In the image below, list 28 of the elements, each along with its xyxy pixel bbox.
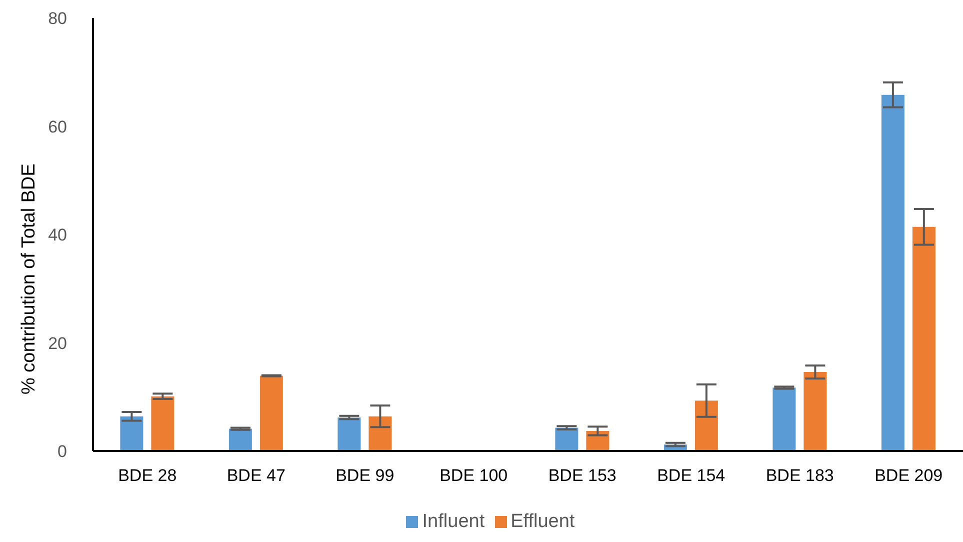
bar	[912, 226, 936, 451]
x-tick-label: BDE 100	[440, 466, 508, 486]
x-tick-label: BDE 99	[336, 466, 394, 486]
y-tick-label: 40	[48, 226, 67, 245]
bar	[338, 417, 361, 451]
y-tick-label: 80	[48, 9, 67, 28]
x-tick-label: BDE 154	[657, 466, 726, 486]
bar	[120, 416, 144, 451]
bar	[804, 372, 827, 451]
y-tick-label: 60	[48, 117, 67, 136]
bar	[151, 396, 174, 451]
legend-label: Influent	[422, 511, 485, 532]
bar	[772, 388, 796, 451]
x-tick-label: BDE 209	[874, 466, 943, 486]
x-tick-label: BDE 153	[548, 466, 616, 486]
x-tick-label: BDE 28	[118, 466, 177, 486]
bar	[881, 94, 904, 451]
bar	[228, 428, 252, 451]
y-axis-title: % contribution of Total BDE	[18, 164, 40, 394]
x-tick-label: BDE 47	[226, 466, 286, 486]
y-tick-label: 20	[48, 334, 67, 353]
bar	[555, 428, 578, 451]
y-tick-label: 0	[58, 442, 67, 462]
legend-label: Effluent	[510, 511, 575, 532]
bar	[368, 416, 392, 451]
bar	[694, 400, 718, 451]
bar	[260, 376, 283, 451]
x-tick-label: BDE 183	[766, 466, 834, 486]
